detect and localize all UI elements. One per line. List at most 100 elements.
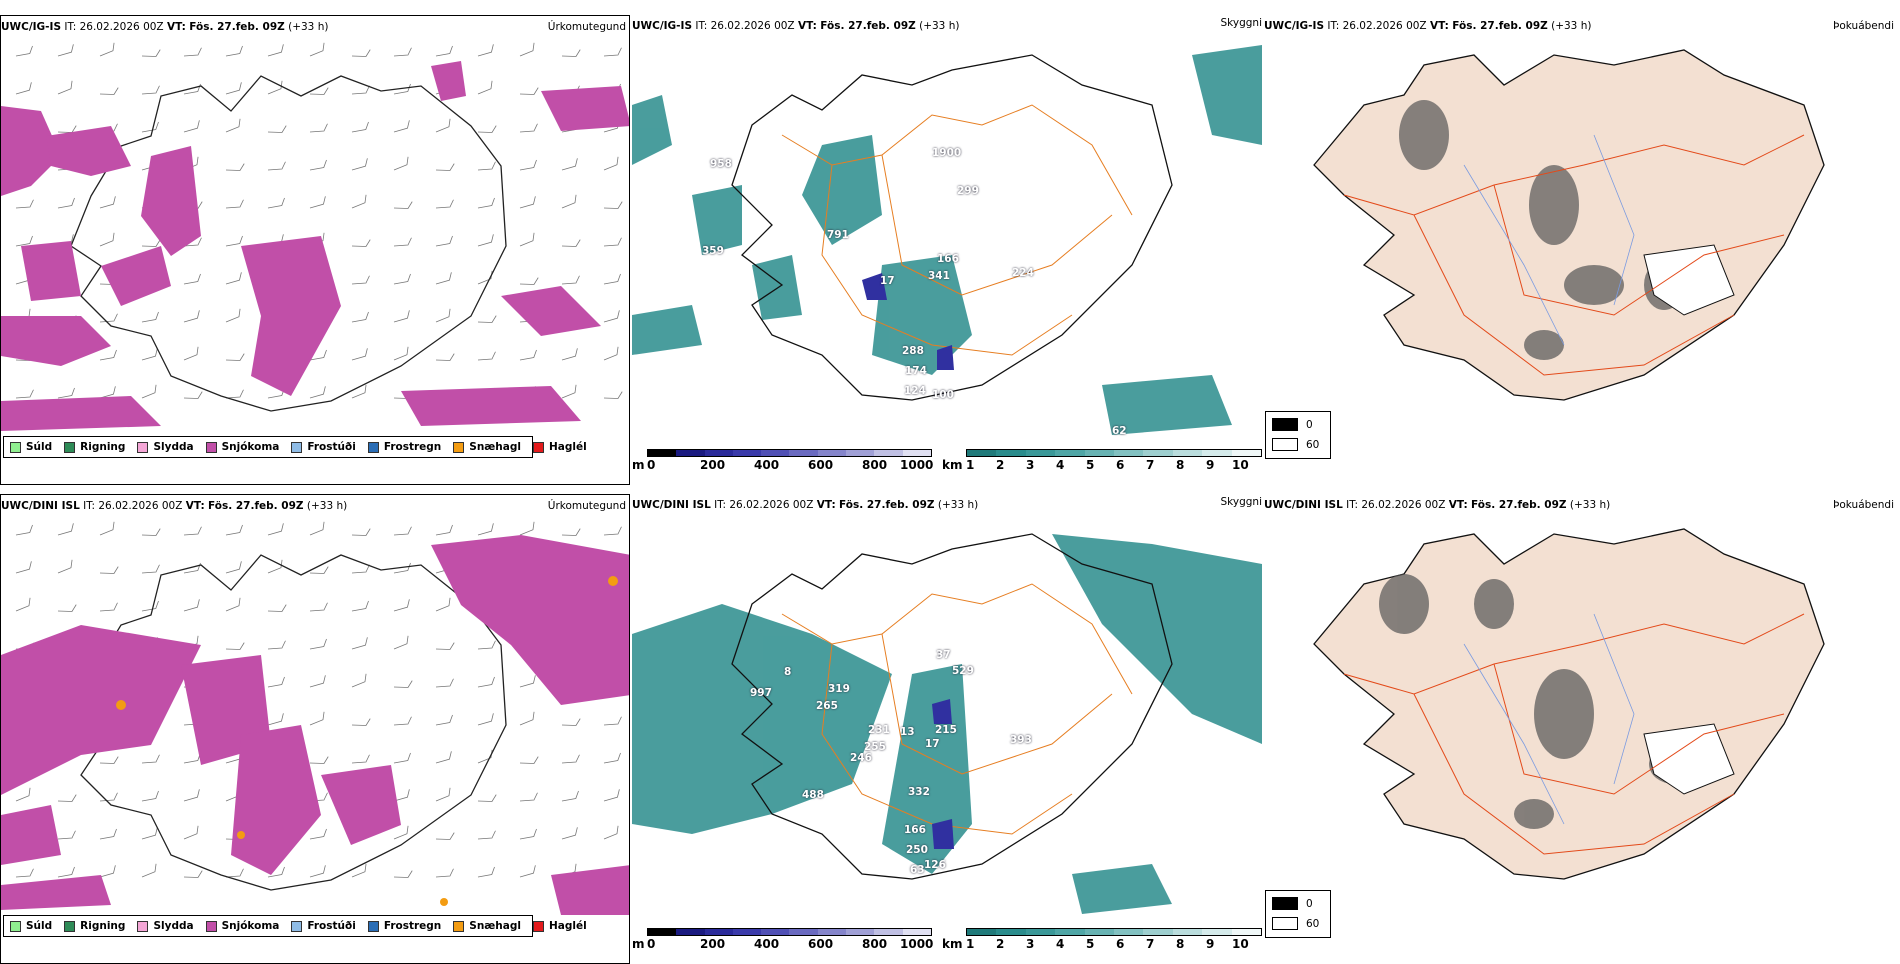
roads	[1343, 613, 1805, 855]
precip-type-panel-2: UWC/DINI ISL IT: 26.02.2026 00Z VT: Fös.…	[0, 494, 630, 964]
graupel	[116, 576, 618, 906]
fog-map	[1313, 49, 1825, 401]
legend-label: Súld	[26, 441, 53, 453]
vis-label: 488	[802, 789, 824, 801]
vis-label: 791	[827, 229, 849, 241]
vis-label: 958	[710, 158, 732, 170]
visibility-map	[632, 533, 1262, 914]
colorbar-m: m 0 200 400 600 800 1000	[632, 928, 933, 951]
legend-swatch	[532, 920, 544, 932]
legend-item: Rigning	[64, 441, 125, 453]
panel-header: UWC/IG-IS IT: 26.02.2026 00Z VT: Fös. 27…	[1264, 20, 1592, 32]
legend-item: Súld	[10, 441, 52, 453]
iceland-outline	[70, 75, 507, 412]
panel-header: UWC/IG-IS IT: 26.02.2026 00Z VT: Fös. 27…	[632, 20, 960, 32]
visibility-panel-1: UWC/IG-IS IT: 26.02.2026 00Z VT: Fös. 27…	[632, 15, 1262, 485]
legend-swatch	[532, 441, 544, 453]
panel-header: UWC/DINI ISL IT: 26.02.2026 00Z VT: Fös.…	[632, 499, 979, 511]
snow-areas	[1, 61, 629, 431]
glacier	[1643, 244, 1735, 316]
visibility-map	[632, 45, 1262, 435]
legend-label: Haglél	[548, 920, 587, 932]
legend-label: Frostúði	[307, 920, 356, 932]
legend-item: Snjókoma	[205, 920, 280, 932]
legend-label: Snjókoma	[221, 920, 280, 932]
colorbar-m: m 0 200 400 600 800 1000	[632, 449, 933, 472]
vis-label: 37	[936, 649, 951, 661]
legend-item: Haglél	[532, 441, 587, 453]
roads	[1343, 134, 1805, 376]
vis-label: 13	[900, 726, 915, 738]
legend-item: Snjókoma	[205, 441, 280, 453]
panel-type-title: Skyggni	[1220, 17, 1263, 29]
legend-label: Frostregn	[383, 441, 442, 453]
legend-label: Frostregn	[383, 920, 442, 932]
roads	[781, 583, 1133, 835]
precip-map	[1, 42, 629, 431]
fog-legend: 0 60	[1265, 411, 1331, 459]
vis-label: 332	[908, 786, 930, 798]
panel-type-title: Þokuábendi	[1833, 20, 1894, 32]
legend-swatch	[64, 920, 76, 932]
vis-label: 166	[937, 253, 959, 265]
legend-item: Frostregn	[367, 441, 442, 453]
legend-swatch	[453, 441, 465, 453]
precip-map	[1, 521, 629, 915]
vis-label: 63	[910, 864, 925, 876]
iceland-outline	[731, 533, 1173, 880]
legend-swatch	[137, 920, 149, 932]
fog-panel-2: UWC/DINI ISL IT: 26.02.2026 00Z VT: Fös.…	[1264, 494, 1894, 964]
panel-header: UWC/DINI ISL IT: 26.02.2026 00Z VT: Fös.…	[1, 500, 348, 512]
panel-type-title: Þokuábendi	[1833, 499, 1894, 511]
legend-swatch	[10, 441, 21, 453]
precip-type-panel-1: UWC/IG-IS IT: 26.02.2026 00Z VT: Fös. 27…	[0, 15, 630, 485]
wind-barbs	[15, 42, 623, 399]
vis-label: 126	[924, 859, 946, 871]
legend-swatch	[137, 441, 149, 453]
legend-swatch	[291, 441, 303, 453]
fog-panel-1: UWC/IG-IS IT: 26.02.2026 00Z VT: Fös. 27…	[1264, 15, 1894, 485]
legend-swatch	[367, 920, 379, 932]
vis-label: 319	[828, 683, 850, 695]
vis-label: 166	[904, 824, 926, 836]
panel-type-title: Skyggni	[1220, 496, 1263, 508]
colorbar-km: km 1 2 3 4 5 6 7 8 9 10	[942, 928, 1262, 951]
legend-item: Frostúði	[291, 920, 356, 932]
legend-item: Slydda	[137, 441, 194, 453]
vis-label: 62	[1112, 425, 1127, 437]
vis-label: 250	[906, 844, 928, 856]
vis-label: 246	[850, 752, 872, 764]
vis-label: 17	[880, 275, 895, 287]
legend-item: Slydda	[137, 920, 194, 932]
precip-type-legend: Súld Rigning Slydda Snjókoma Frostúði Frostre…	[3, 915, 587, 937]
panel-header: UWC/DINI ISL IT: 26.02.2026 00Z VT: Fös.…	[1264, 499, 1611, 511]
very-low-visibility	[932, 699, 954, 849]
legend-swatch	[64, 441, 76, 453]
legend-item: Frostregn	[367, 920, 442, 932]
rivers	[1463, 134, 1635, 346]
legend-swatch	[453, 920, 465, 932]
legend-swatch	[205, 920, 217, 932]
snow-areas	[1, 535, 629, 915]
legend-label: Slydda	[153, 441, 194, 453]
legend-swatch	[10, 920, 21, 932]
vis-label: 100	[932, 389, 954, 401]
panel-type-title: Úrkomutegund	[547, 21, 626, 33]
legend-item: Rigning	[64, 920, 125, 932]
legend-swatch	[367, 441, 379, 453]
iceland-outline	[731, 54, 1173, 401]
low-visibility-areas	[632, 45, 1262, 435]
fog-map	[1313, 528, 1825, 880]
visibility-panel-2: UWC/DINI ISL IT: 26.02.2026 00Z VT: Fös.…	[632, 494, 1262, 964]
legend-item: Snæhagl	[453, 920, 521, 932]
vis-label: 393	[1010, 734, 1032, 746]
vis-label: 231	[868, 724, 890, 736]
vis-label: 17	[925, 738, 940, 750]
vis-label: 299	[957, 185, 979, 197]
vis-label: 341	[928, 270, 950, 282]
glacier	[1643, 723, 1735, 795]
legend-label: Rigning	[80, 920, 126, 932]
legend-label: Snjókoma	[221, 441, 280, 453]
vis-label: 1900	[932, 147, 962, 159]
vis-label: 174	[905, 365, 927, 377]
